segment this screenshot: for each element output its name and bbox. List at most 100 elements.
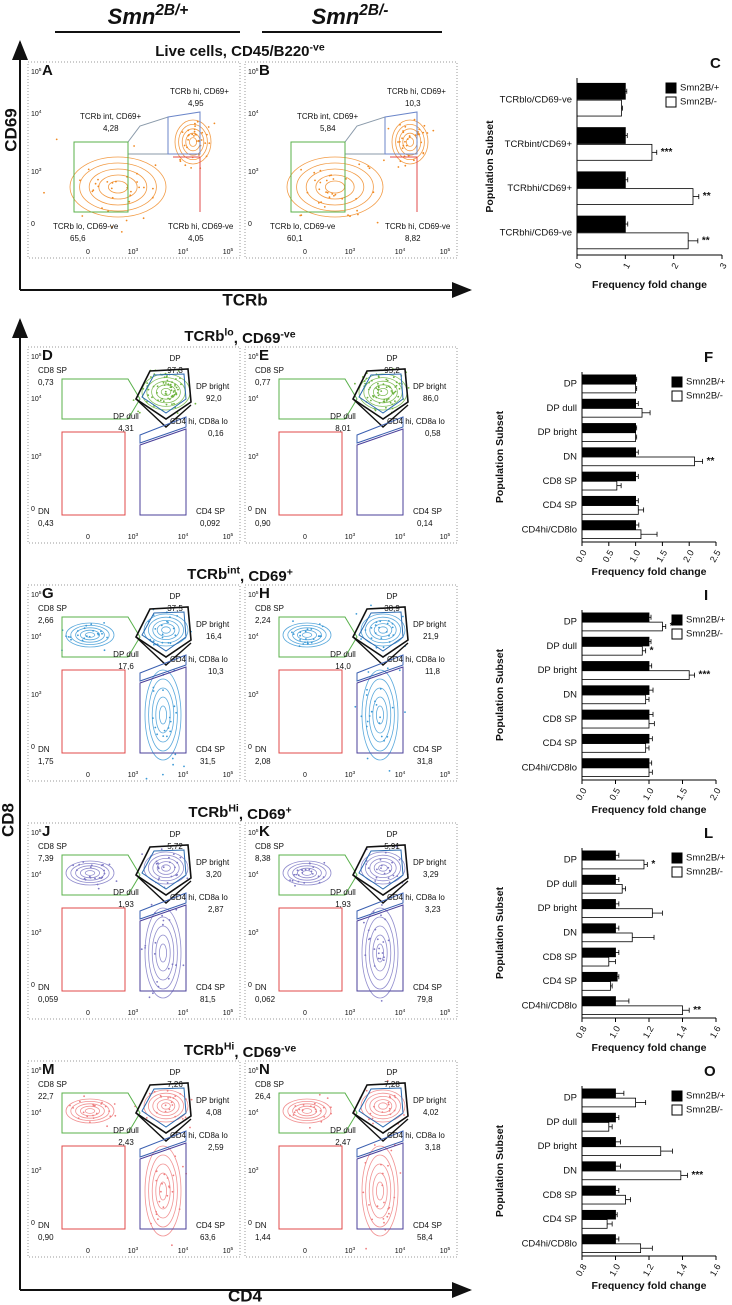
error-bar [638, 507, 645, 513]
event-dot [393, 1094, 396, 1097]
event-dot [330, 1112, 332, 1115]
bar [581, 685, 650, 695]
gate-name: DP bright [413, 382, 447, 391]
bar [581, 505, 639, 515]
text-part: 10 [223, 1010, 231, 1017]
event-dot [380, 735, 383, 738]
contour [144, 669, 182, 761]
gate-value: 7,28 [384, 1080, 400, 1089]
contour [98, 174, 138, 200]
superscript: 2B/+ [154, 2, 188, 19]
contour [108, 180, 129, 194]
event-dot [175, 908, 178, 911]
text-part: 0 [303, 772, 307, 779]
error-bar [645, 745, 650, 751]
event-dot [381, 952, 384, 954]
event-dot [167, 1097, 170, 1099]
error-bar [645, 696, 650, 702]
event-dot [204, 142, 207, 144]
gate [384, 111, 418, 155]
y-tick-label: CD4hi/CD8lo [522, 762, 577, 773]
x-tick-label: 0.8 [574, 1024, 589, 1040]
x-tick-label: 0.5 [601, 548, 616, 564]
event-dot [103, 622, 105, 624]
text-part: 10 [31, 1110, 39, 1117]
superscript: 3 [136, 770, 139, 776]
error-bar [615, 1115, 620, 1121]
superscript: 4 [256, 394, 259, 400]
text-part: 10 [248, 111, 256, 118]
text-part: 10 [31, 111, 39, 118]
event-dot [368, 1204, 370, 1206]
x-tick-label: 0 [573, 261, 584, 270]
contour [143, 851, 189, 885]
event-dot [381, 1184, 384, 1187]
gate [135, 1112, 192, 1142]
gate-value: 79,8 [417, 995, 433, 1004]
event-dot [169, 720, 172, 723]
contour [297, 629, 318, 641]
bar [581, 1112, 616, 1123]
gate-value: 0,73 [38, 378, 54, 387]
superscript: 4 [186, 247, 189, 253]
text-part: 10 [128, 1010, 136, 1017]
text-part: 10 [31, 592, 39, 599]
text-part: 10 [31, 169, 39, 176]
event-dot [179, 158, 182, 161]
event-dot [155, 1210, 157, 1213]
y-tick-label: DN [563, 452, 577, 463]
error-bar [649, 614, 652, 620]
event-dot [172, 853, 175, 855]
contour [365, 678, 395, 752]
contour [377, 388, 389, 397]
event-dot [65, 635, 67, 637]
superscript: 5 [256, 590, 259, 596]
event-dot [90, 623, 93, 626]
y-tick-label: 104 [248, 394, 259, 403]
event-dot [153, 953, 156, 955]
event-dot [196, 120, 199, 123]
superscript: int [227, 564, 240, 576]
event-dot [187, 134, 190, 137]
event-dot [388, 1095, 391, 1098]
x-tick-label: 1.2 [641, 1024, 656, 1040]
y-tick-label: CD4 SP [543, 1214, 577, 1225]
event-dot [155, 1170, 158, 1173]
gate-name: CD8 SP [255, 604, 284, 613]
event-dot [168, 1108, 171, 1111]
contour [80, 629, 101, 641]
gate-value: 4,08 [206, 1108, 222, 1117]
event-dot [377, 957, 380, 960]
event-dot [155, 862, 158, 865]
event-dot [147, 388, 150, 391]
event-dot [83, 877, 86, 880]
y-tick-label: 0 [31, 1220, 35, 1227]
contour [156, 861, 176, 875]
event-dot [208, 142, 211, 145]
y-tick-label: TCRbhi/CD69+ [507, 183, 572, 194]
superscript: 4 [403, 1246, 406, 1252]
event-dot [293, 1111, 296, 1114]
bar [581, 1209, 616, 1220]
event-dot [162, 923, 164, 926]
gate-name: DP [386, 1068, 397, 1077]
event-dot [376, 868, 378, 871]
event-dot [207, 126, 210, 128]
event-dot [314, 179, 316, 182]
event-dot [378, 402, 381, 404]
event-dot [406, 138, 409, 140]
event-dot [402, 615, 404, 618]
gate-value: 2,43 [118, 1138, 134, 1147]
superscript: 4 [403, 770, 406, 776]
event-dot [191, 133, 194, 136]
event-dot [102, 863, 104, 866]
contour [368, 380, 398, 404]
contour [375, 1181, 384, 1201]
event-dot [360, 715, 363, 718]
gate [390, 156, 418, 212]
event-dot [377, 394, 380, 397]
event-dot [198, 154, 200, 156]
y-tick-label: 103 [31, 167, 42, 176]
event-dot [301, 869, 304, 872]
error-bar [621, 105, 623, 111]
